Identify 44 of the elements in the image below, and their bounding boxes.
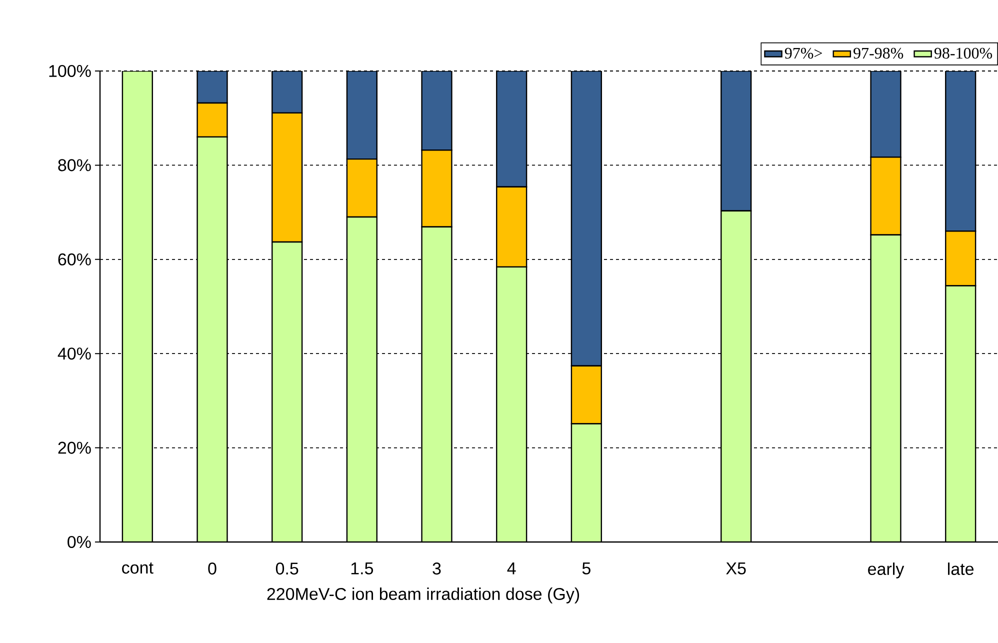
bar	[197, 136, 228, 542]
y-tick-label: 0%	[68, 536, 91, 548]
legend-label: 98-100%	[934, 48, 992, 59]
x-tick-label: 1.5	[351, 562, 374, 574]
bar	[496, 186, 528, 268]
x-tick-label: X5	[726, 562, 746, 574]
x-axis-title: 220MeV-C ion beam irradiation dose (Gy)	[267, 588, 580, 604]
legend-label: 97%>	[784, 48, 822, 59]
bar	[721, 210, 752, 542]
y-tick-label: 60%	[58, 253, 91, 266]
bar	[421, 70, 452, 151]
bar	[571, 424, 602, 542]
y-tick-label: 80%	[58, 159, 91, 172]
y-tick-label: 20%	[58, 442, 91, 454]
bar	[870, 156, 902, 236]
bar	[570, 70, 602, 366]
bar	[945, 285, 976, 542]
bar	[346, 217, 377, 542]
x-tick-label: 3	[432, 562, 441, 575]
bar	[346, 70, 378, 160]
bar	[422, 226, 452, 542]
bar	[421, 150, 452, 228]
bar	[196, 70, 228, 104]
bar	[496, 70, 528, 188]
bar	[346, 158, 378, 218]
bar	[272, 112, 303, 243]
bar	[945, 70, 976, 232]
legend-label: 97-98%	[854, 48, 904, 59]
y-tick-label: 100%	[49, 64, 91, 78]
bar	[496, 266, 527, 542]
x-tick-label: cont	[122, 562, 154, 574]
x-tick-label: early	[868, 562, 904, 578]
bar	[870, 234, 901, 542]
x-tick-label: 4	[507, 562, 516, 574]
bar	[272, 70, 303, 114]
x-tick-label: 0	[208, 562, 216, 575]
y-tick-label: 40%	[58, 348, 91, 360]
bar	[870, 70, 902, 158]
bar	[122, 70, 152, 542]
x-tick-label: 5	[582, 562, 590, 574]
bar	[720, 70, 752, 212]
x-tick-label: 0.5	[276, 562, 298, 575]
bar	[272, 242, 302, 542]
x-tick-label: late	[948, 562, 974, 576]
